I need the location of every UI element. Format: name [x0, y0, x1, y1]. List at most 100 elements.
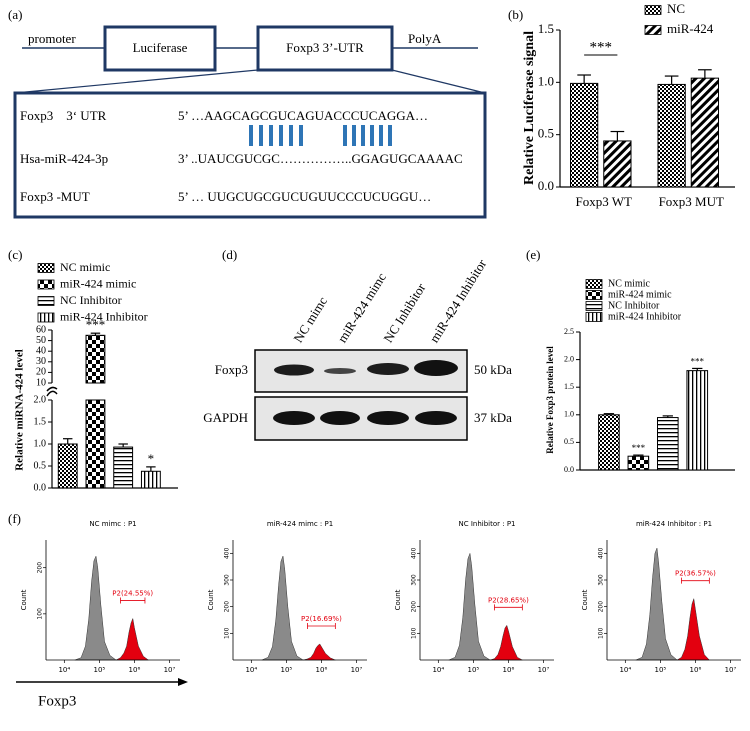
- band: [320, 411, 360, 425]
- panel-label: (a): [8, 7, 22, 22]
- lane-label: NC mimc: [290, 294, 330, 345]
- x-tick-label: 10⁶: [129, 666, 141, 674]
- histogram-area: [490, 624, 523, 661]
- sequence: 5’ … UUGCUGCGUCUGUUCCCUCUGGU…: [178, 189, 431, 204]
- arrow-head: [178, 678, 188, 686]
- histogram-area: [303, 643, 336, 661]
- y-tick-label: 0.5: [564, 437, 574, 446]
- construct-diagram: [13, 25, 487, 219]
- histogram-area: [115, 617, 150, 661]
- x-tick-label: Foxp3 MUT: [659, 194, 724, 209]
- band: [274, 364, 314, 376]
- legend-label: miR-424 mimic: [608, 289, 672, 300]
- bar: [627, 455, 650, 471]
- construct-label: Foxp3 3’-UTR: [286, 40, 364, 55]
- connector: [14, 69, 259, 94]
- x-tick-label: 10⁴: [619, 666, 631, 674]
- legend-swatch: [585, 279, 603, 289]
- sequence: 5’ …AAGCAGCGUCAGUACCCUCAGGA…: [178, 108, 428, 123]
- y-axis-label: Relative Luciferase signal: [522, 31, 537, 185]
- blot-size: 37 kDa: [474, 410, 512, 425]
- blot-row-label: GAPDH: [203, 410, 248, 425]
- legend-swatch: [585, 290, 603, 300]
- y-tick-label: 1.5: [564, 382, 574, 391]
- y-tick-label: 100: [411, 627, 418, 639]
- x-tick-label: 10⁵: [655, 666, 667, 674]
- x-tick-label: 10⁶: [316, 666, 328, 674]
- bar: [57, 443, 78, 489]
- bar: [657, 417, 679, 471]
- y-tick-label: 1.5: [34, 416, 47, 427]
- y-tick-label: 2.0: [34, 394, 47, 405]
- y-tick-label: 0.5: [34, 460, 47, 471]
- y-tick-label: 0.0: [34, 482, 47, 493]
- x-tick-label: 10⁶: [690, 666, 702, 674]
- band: [414, 360, 458, 376]
- y-axis-label: Count: [20, 589, 28, 610]
- x-tick-label: 10⁵: [281, 666, 293, 674]
- axis-break: [46, 386, 58, 397]
- gate-label: P2(16.69%): [301, 615, 342, 623]
- y-tick-label: 2.5: [564, 327, 574, 336]
- plot-title: NC Inhibitor : P1: [458, 520, 515, 528]
- y-tick-label: 50: [36, 335, 46, 346]
- bar: [85, 334, 106, 384]
- plot-title: NC mimc : P1: [89, 520, 136, 528]
- x-tick-label: Foxp3 WT: [576, 194, 633, 209]
- y-tick-label: 20: [36, 367, 46, 378]
- lane-label: miR-424 Inhibitor: [426, 256, 489, 345]
- plot-title: miR-424 Inhibitor : P1: [636, 520, 712, 528]
- legend-label: miR-424: [667, 21, 714, 36]
- bar: [113, 446, 134, 489]
- blot: [254, 349, 468, 441]
- bar: [598, 414, 620, 471]
- y-tick-label: 400: [411, 547, 418, 559]
- y-tick-label: 100: [224, 627, 231, 639]
- band: [415, 411, 457, 425]
- y-tick-label: 200: [224, 601, 231, 613]
- box: [13, 91, 487, 219]
- x-tick-label: 10⁶: [503, 666, 515, 674]
- x-tick-label: 10⁷: [164, 666, 176, 674]
- bar: [690, 77, 720, 188]
- legend-swatch: [644, 5, 662, 15]
- y-tick-label: 1.5: [538, 21, 554, 36]
- blot-row-label: Foxp3: [215, 362, 248, 377]
- panel-label: (f): [8, 511, 21, 526]
- legend-swatch: [37, 296, 55, 306]
- y-tick-label: 0.0: [564, 465, 574, 474]
- annotation: ***: [691, 356, 705, 366]
- y-tick-label: 1.0: [34, 438, 47, 449]
- legend-label: NC mimic: [608, 278, 651, 289]
- y-axis-label: Count: [394, 589, 402, 610]
- y-tick-label: 200: [37, 562, 44, 574]
- legend-swatch: [37, 279, 55, 290]
- y-tick-label: 200: [411, 601, 418, 613]
- legend-swatch: [37, 263, 55, 273]
- band: [367, 363, 409, 375]
- bar: [603, 140, 632, 188]
- blot-size: 50 kDa: [474, 362, 512, 377]
- band: [367, 411, 409, 425]
- histogram-area: [676, 598, 710, 661]
- y-tick-label: 200: [598, 601, 605, 613]
- construct-label: PolyA: [408, 31, 442, 46]
- panel-label: (b): [508, 7, 523, 22]
- annotation: ***: [590, 39, 613, 55]
- gate-label: P2(36.57%): [675, 570, 716, 578]
- legend-label: NC: [667, 1, 685, 16]
- band: [273, 411, 315, 425]
- legend-swatch: [644, 25, 662, 35]
- sequence-name: Foxp3 3‘ UTR: [20, 108, 107, 123]
- y-tick-label: 0.0: [538, 178, 554, 193]
- plot-title: miR-424 mimc : P1: [267, 520, 333, 528]
- y-tick-label: 2.0: [564, 354, 574, 363]
- legend-label: NC Inhibitor: [60, 293, 122, 307]
- gate-label: P2(28.65%): [488, 596, 529, 604]
- histogram-area: [261, 555, 304, 661]
- connector: [391, 69, 486, 94]
- y-tick-label: 100: [598, 627, 605, 639]
- x-tick-label: 10⁴: [58, 666, 70, 674]
- lane-label: miR-424 mimc: [334, 270, 389, 345]
